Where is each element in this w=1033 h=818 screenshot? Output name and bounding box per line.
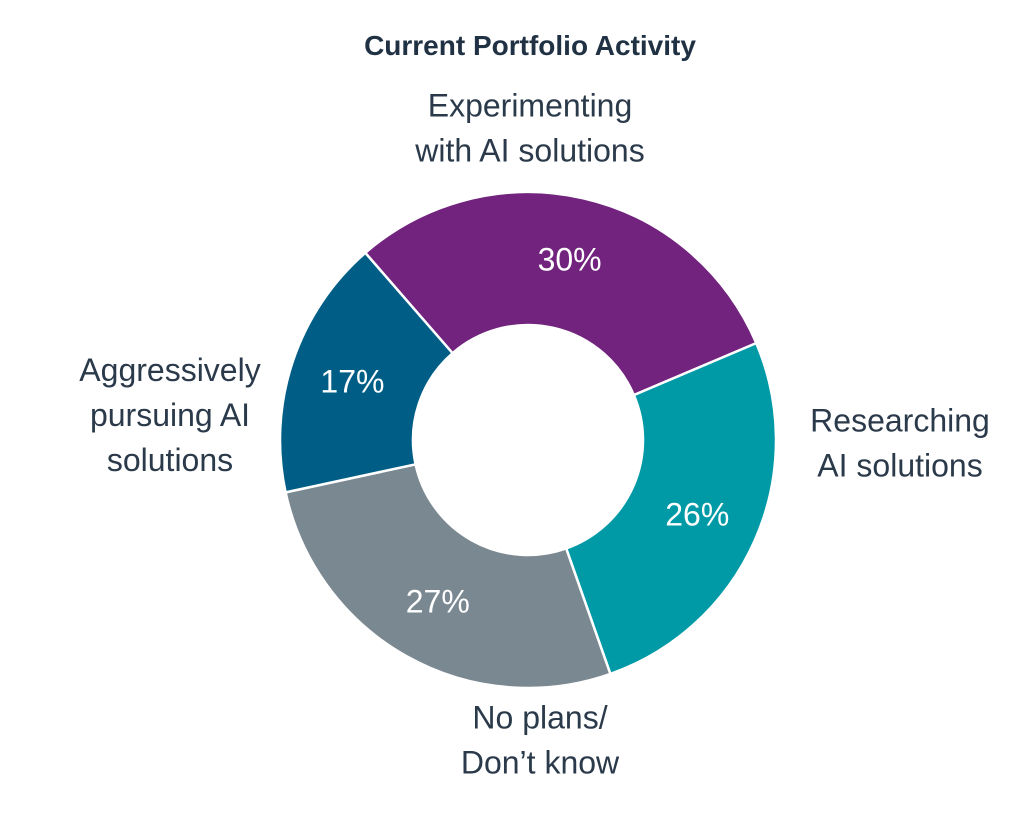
- slice-value-label: 17%: [320, 364, 384, 400]
- category-label-line: Experimenting: [428, 88, 633, 124]
- category-label-line: solutions: [107, 442, 233, 478]
- category-label-line: with AI solutions: [414, 133, 644, 169]
- donut-slice: [564, 341, 778, 676]
- slices-group: [278, 190, 778, 690]
- category-label-line: Aggressively: [79, 352, 260, 388]
- category-label-line: Don’t know: [461, 745, 620, 781]
- category-labels-group: Experimenting with AI solutions Researchin…: [79, 88, 990, 781]
- slice-value-label: 27%: [406, 583, 470, 619]
- category-label-line: AI solutions: [817, 448, 982, 484]
- category-label-line: pursuing AI: [90, 397, 250, 433]
- category-label-line: Researching: [810, 403, 990, 439]
- donut-slice: [363, 190, 758, 397]
- donut-slice: [278, 251, 455, 494]
- slice-category-label: Researching AI solutions: [810, 403, 990, 484]
- slice-value-label: 26%: [665, 497, 729, 533]
- slice-category-label: Aggressively pursuing AI solutions: [79, 352, 260, 478]
- category-label-line: No plans/: [472, 700, 607, 736]
- donut-slice: [284, 462, 612, 690]
- value-labels-group: 30% 26% 27% 17%: [320, 242, 729, 620]
- slice-category-label: Experimenting with AI solutions: [414, 88, 644, 169]
- slice-category-label: No plans/Don’t know: [461, 700, 620, 781]
- chart-title: Current Portfolio Activity: [364, 30, 696, 61]
- slice-value-label: 30%: [538, 242, 602, 278]
